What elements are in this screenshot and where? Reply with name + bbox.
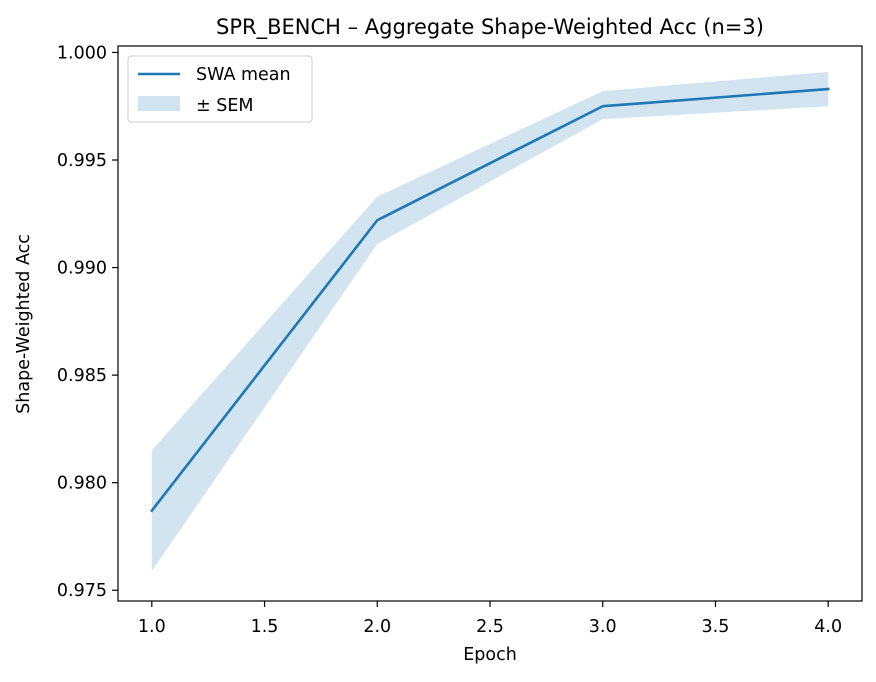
y-tick-label: 0.980 [57,474,107,494]
swa-mean-point [826,87,830,91]
legend-label-swa-mean: SWA mean [196,65,291,85]
x-tick-label: 1.5 [251,617,279,637]
x-tick-label: 4.0 [814,617,842,637]
legend-label-sem: ± SEM [196,96,254,116]
legend-box [127,55,313,123]
axes-layer: 1.0 1.5 2.0 2.5 3.0 3.5 4.0 0.975 0.980 0.985 0.99… [57,43,863,637]
sem-band [151,71,829,571]
legend-band-swatch [138,96,180,111]
y-tick-label: 0.985 [57,366,107,386]
x-tick-label: 1.0 [138,617,166,637]
swa-mean-point [150,509,154,513]
y-tick-label: 0.990 [57,259,107,279]
legend: SWA mean ± SEM [127,55,313,123]
swa-mean-point [601,104,605,108]
x-tick-label: 3.0 [589,617,617,637]
x-tick-label: 3.5 [702,617,730,637]
y-axis-label: Shape-Weighted Acc [14,234,34,414]
y-tick-label: 0.995 [57,151,107,171]
plot-frame [117,45,863,602]
chart-title: SPR_BENCH – Aggregate Shape-Weighted Acc… [216,15,764,40]
y-tick-label: 0.975 [57,581,107,601]
y-tick-label: 1.000 [57,43,107,63]
x-tick-label: 2.5 [476,617,504,637]
x-axis-label: Epoch [463,645,517,665]
x-tick-label: 2.0 [363,617,391,637]
plot-layer [149,71,830,571]
swa-mean-point [375,218,379,222]
swa-mean-line [149,87,830,513]
